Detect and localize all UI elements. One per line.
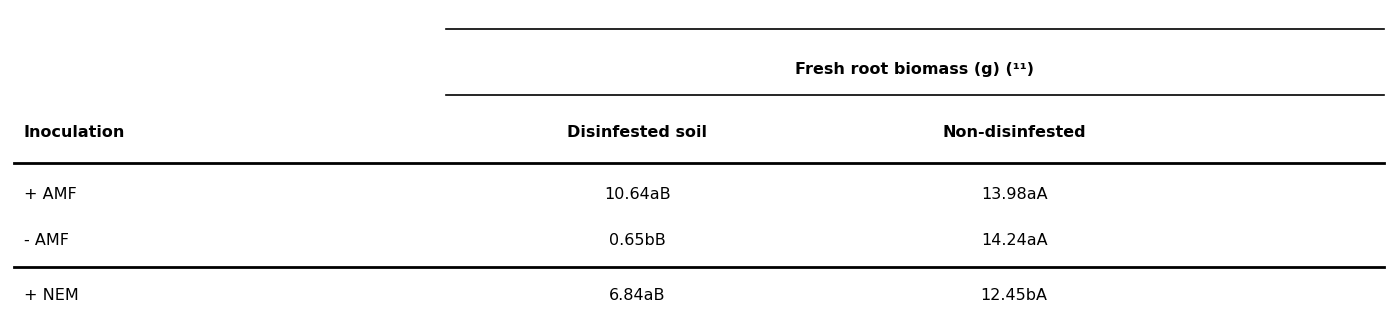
Text: + NEM: + NEM [24, 288, 78, 303]
Text: 6.84aB: 6.84aB [610, 288, 665, 303]
Text: 10.64aB: 10.64aB [604, 187, 671, 202]
Text: + AMF: + AMF [24, 187, 77, 202]
Text: Disinfested soil: Disinfested soil [568, 125, 707, 140]
Text: Inoculation: Inoculation [24, 125, 124, 140]
Text: Fresh root biomass (g) (¹¹): Fresh root biomass (g) (¹¹) [795, 62, 1035, 77]
Text: 0.65bB: 0.65bB [610, 233, 665, 248]
Text: - AMF: - AMF [24, 233, 69, 248]
Text: Non-disinfested: Non-disinfested [942, 125, 1086, 140]
Text: 14.24aA: 14.24aA [981, 233, 1047, 248]
Text: 12.45bA: 12.45bA [980, 288, 1047, 303]
Text: 13.98aA: 13.98aA [981, 187, 1047, 202]
